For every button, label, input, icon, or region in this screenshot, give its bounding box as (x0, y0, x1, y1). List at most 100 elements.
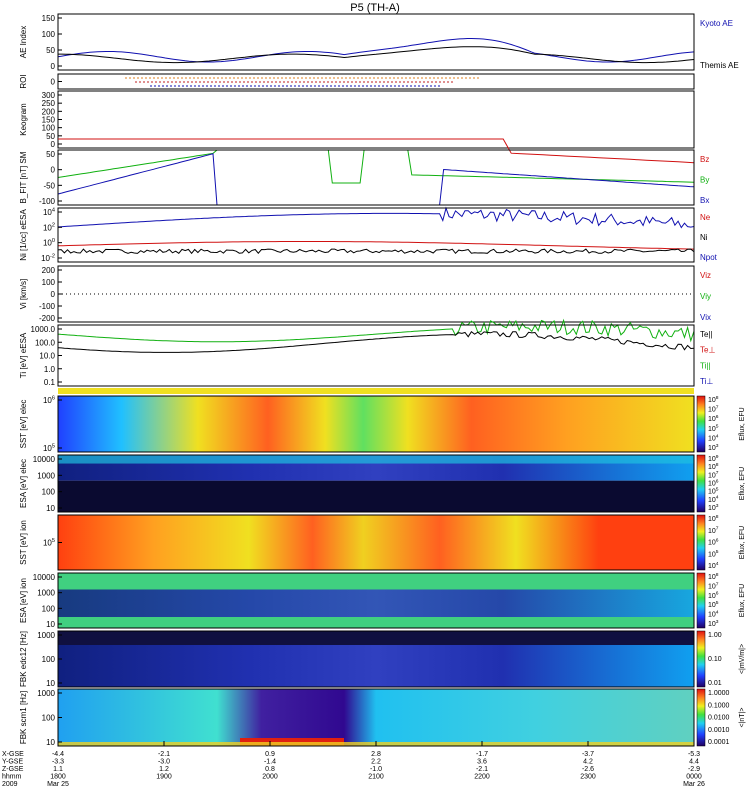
footer-value: 1900 (156, 774, 172, 781)
footer-value: 0000 (686, 774, 702, 781)
ytick-fbk_b: 100 (42, 714, 56, 723)
cbar-tick-sst_i: 106 (708, 537, 719, 546)
ytick-esa_i: 10 (46, 620, 55, 629)
ytick-fbk_e: 100 (42, 655, 56, 664)
ytick-esa_i: 100 (42, 604, 56, 613)
colorbar-fbk_e (696, 630, 706, 688)
ytick-ae: 50 (46, 46, 55, 55)
spectrogram-esa-ion-band (58, 589, 694, 617)
legend-bfit: Bz (700, 155, 709, 164)
cbar-tick-sst_e: 107 (708, 404, 719, 413)
panel-vi: Vi [km/s] 200 100 0 -100 -200 Viz Viy Vix (19, 265, 711, 323)
cbar-tick-esa_e: 103 (708, 503, 719, 512)
legend-ni: Ni (700, 233, 708, 242)
ylabel-ni: Ni [1/cc] eESA (19, 209, 28, 261)
footer-value: -2.1 (158, 751, 170, 758)
cbar-label-fbk_b: <|nT|> (739, 708, 746, 728)
ytick-ae: 100 (42, 30, 56, 39)
legend-ti: Ti⊥ (700, 377, 713, 386)
cbar-tick-sst_e: 106 (708, 414, 719, 423)
ytick-ti: 100.0 (35, 338, 56, 347)
cbar-label-sst_i: Eflux, EFU (739, 526, 746, 559)
panel-sst_i: SST [eV] ion 105 108 107 106 105 104 Eflux, EFU (19, 514, 746, 571)
ytick-keogram: 300 (42, 91, 56, 100)
series-ni (57, 248, 695, 255)
spectrogram-fbk-edc-top (58, 631, 694, 645)
colorbar-esa_e (696, 454, 706, 513)
series-themis-ae (58, 46, 695, 64)
ytick-keogram: 0 (51, 140, 56, 149)
ytick-ae: 150 (42, 14, 56, 23)
ytick-roi: 0 (51, 78, 56, 87)
footer-label-year: 2009 (2, 781, 18, 788)
footer-value: -1.7 (476, 751, 488, 758)
ytick-fbk_b: 1000 (37, 689, 55, 698)
legend-ti: Te|| (700, 330, 713, 339)
cbar-tick-fbk_e: 0.10 (708, 656, 722, 663)
ylabel-fbk_e: FBK edc12 [Hz] (19, 631, 28, 687)
panel-frame (57, 149, 695, 206)
legend-ae: Themis AE (700, 61, 739, 70)
cbar-tick-esa_e: 109 (708, 454, 719, 463)
footer-value: -3.3 (52, 759, 64, 766)
spectrogram-sst-ion (58, 515, 694, 570)
ytick-bfit: 50 (46, 150, 55, 159)
cbar-tick-fbk_b: 0.0001 (708, 739, 730, 746)
series-kyoto-ae (57, 38, 695, 63)
series-te-par (57, 330, 695, 353)
cbar-tick-fbk_b: 0.0010 (708, 727, 730, 734)
panel-fbk_e: FBK edc12 [Hz] 1000 100 10 1.00 0.10 0.01 <|mV/… (19, 630, 746, 688)
ytick-keogram: 100 (42, 124, 56, 133)
series-bz (58, 138, 695, 164)
cbar-tick-esa_i: 103 (708, 619, 719, 628)
footer-value: 1.2 (159, 766, 169, 773)
ytick-ae: 0 (51, 62, 56, 71)
ylabel-fbk_b: FBK scm1 [Hz] (19, 691, 28, 744)
footer-value: 2200 (474, 774, 490, 781)
colorbar-esa_i (696, 572, 706, 629)
cbar-tick-fbk_e: 0.01 (708, 680, 722, 687)
ytick-esa_i: 10000 (33, 573, 56, 582)
panel-frame (57, 207, 695, 263)
ytick-ti: 1000.0 (31, 325, 56, 334)
footer-label-x_gse: X-GSE (2, 751, 24, 758)
cbar-label-sst_e: Eflux, EFU (739, 407, 746, 440)
ytick-vi: 0 (51, 290, 56, 299)
footer-value: 2100 (368, 774, 384, 781)
footer-value: 2.8 (371, 751, 381, 758)
panel-frame (57, 572, 695, 629)
cbar-tick-esa_i: 106 (708, 591, 719, 600)
series-npot (57, 206, 695, 229)
footer-value: -5.3 (688, 751, 700, 758)
spectrogram-sst-elec (58, 396, 694, 452)
footer-value: 2000 (262, 774, 278, 781)
cbar-tick-esa_i: 108 (708, 572, 719, 581)
spectrogram-esa-elec-top (58, 455, 694, 464)
ytick-ni: 10-2 (41, 253, 55, 263)
ytick-bfit: 0 (51, 166, 56, 175)
footer-value: -2.9 (688, 766, 700, 773)
footer-value: 0.8 (265, 766, 275, 773)
cbar-tick-esa_e: 106 (708, 478, 719, 487)
footer-value: -1.4 (264, 759, 276, 766)
ytick-ti: 1.0 (44, 365, 56, 374)
legend-vi: Viy (700, 292, 711, 301)
colorbar-sst_e (696, 395, 706, 453)
cbar-tick-sst_e: 108 (708, 395, 719, 404)
footer-value: -4.4 (52, 751, 64, 758)
footer-value: -2.1 (476, 766, 488, 773)
panel-roi: ROI 0 (19, 73, 695, 90)
ylabel-ae: AE Index (19, 26, 28, 58)
cbar-tick-fbk_e: 1.00 (708, 632, 722, 639)
panel-fbk_b: FBK scm1 [Hz] 1000 100 10 1.0000 0.1000 0.0100… (19, 688, 746, 747)
cbar-tick-sst_e: 105 (708, 424, 719, 433)
cbar-label-fbk_e: <|mV/m|> (739, 644, 746, 674)
cbar-tick-esa_e: 105 (708, 487, 719, 496)
ytick-esa_e: 100 (42, 488, 56, 497)
ytick-esa_e: 10000 (33, 455, 56, 464)
ytick-ti: 0.1 (44, 378, 56, 387)
footer-value: 1.1 (53, 766, 63, 773)
